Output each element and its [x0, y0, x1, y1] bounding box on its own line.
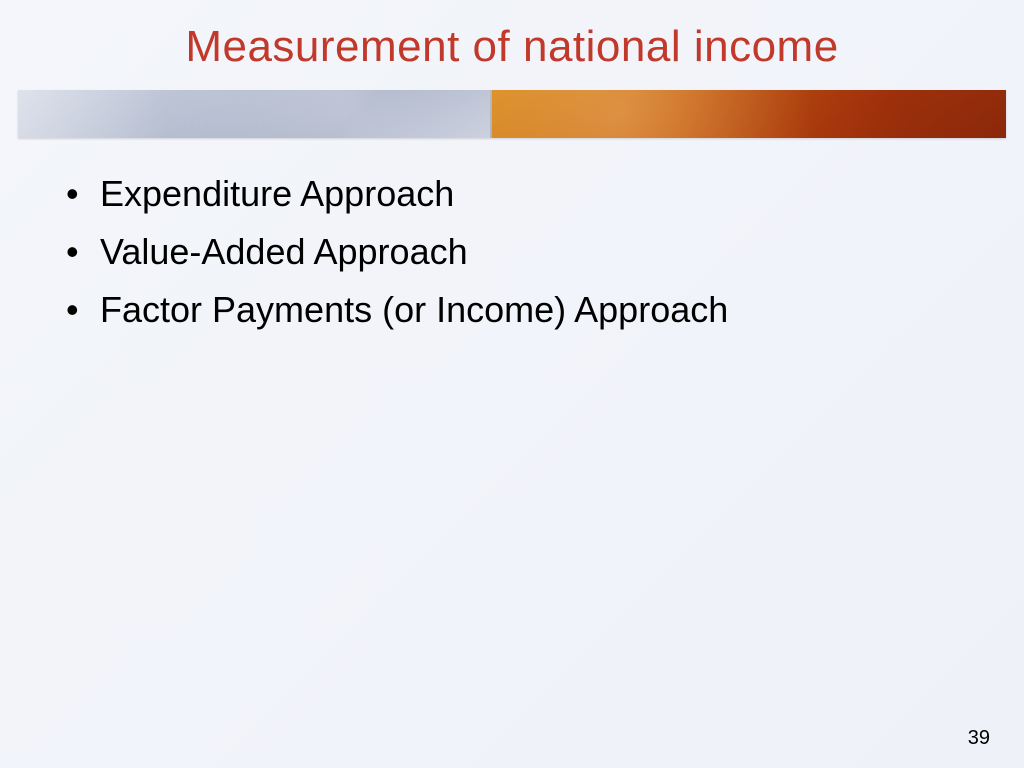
- slide-title: Measurement of national income: [0, 0, 1024, 90]
- page-number: 39: [968, 727, 990, 750]
- slide: Measurement of national income Expenditu…: [0, 0, 1024, 768]
- banner-left-panel: [18, 90, 492, 138]
- decorative-banner: [18, 90, 1006, 138]
- bullet-item: Expenditure Approach: [60, 166, 964, 222]
- bullet-item: Factor Payments (or Income) Approach: [60, 282, 964, 338]
- bullet-item: Value-Added Approach: [60, 224, 964, 280]
- banner-right-panel: [492, 90, 1006, 138]
- bullet-list: Expenditure Approach Value-Added Approac…: [60, 166, 964, 337]
- content-area: Expenditure Approach Value-Added Approac…: [0, 138, 1024, 337]
